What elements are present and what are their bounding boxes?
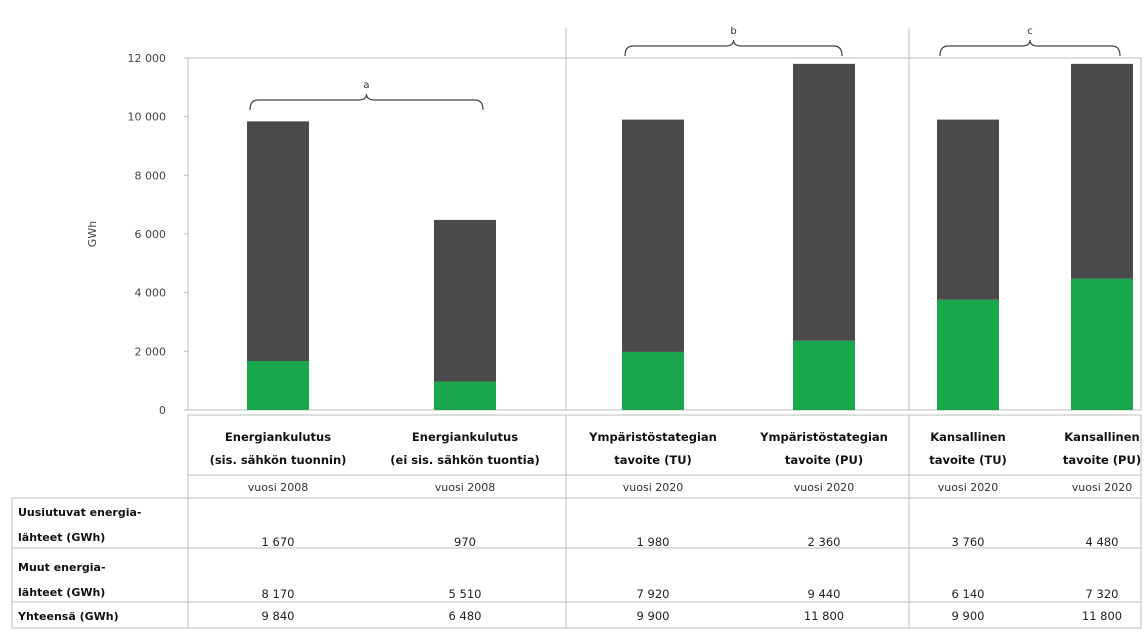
table-cell: 9 900 [637, 609, 670, 623]
bars [247, 63, 1133, 410]
table-cell: 3 760 [952, 535, 985, 549]
group-bracket [249, 93, 484, 111]
column-year: vuosi 2020 [794, 481, 855, 494]
data-table: Energiankulutus (sis. sähkön tuonnin) vuos… [11, 414, 1142, 629]
column-year: vuosi 2008 [248, 481, 309, 494]
bar-renewable [793, 340, 855, 410]
table-cell: 7 920 [637, 587, 670, 601]
table-cell: 6 480 [449, 609, 482, 623]
table-cell: 5 510 [449, 587, 482, 601]
table-cell: 8 170 [262, 587, 295, 601]
table-cell: 9 440 [808, 587, 841, 601]
table-cell: 2 360 [808, 535, 841, 549]
group-label: a [363, 80, 369, 91]
table-cell: 1 670 [262, 535, 295, 549]
bar-renewable [1071, 278, 1133, 410]
row-label: Muut energia- [18, 561, 106, 574]
column-header-line1: Kansallinen [1064, 430, 1139, 444]
bar-other [622, 119, 684, 352]
column-year: vuosi 2020 [1072, 481, 1133, 494]
column-header-line1: Ympäristöstategian [759, 430, 888, 444]
y-tick-label: 2 000 [135, 345, 167, 358]
bar-renewable [622, 351, 684, 410]
table-cell: 6 140 [952, 587, 985, 601]
bar-renewable [247, 361, 309, 410]
column-year: vuosi 2020 [623, 481, 684, 494]
table-cell: 9 900 [952, 609, 985, 623]
y-tick-label: 12 000 [128, 52, 167, 65]
y-axis: 0 2 000 4 000 6 000 8 000 10 000 12 000 GWh [86, 52, 188, 417]
y-tick-label: 10 000 [128, 111, 167, 124]
y-tick-label: 0 [159, 404, 166, 417]
bar-other [937, 119, 999, 300]
row-label: lähteet (GWh) [18, 586, 105, 599]
bar-renewable [937, 299, 999, 410]
table-cell: 4 480 [1086, 535, 1119, 549]
column-header-line1: Ympäristöstategian [588, 430, 717, 444]
y-axis-label: GWh [86, 221, 99, 247]
column-header-line1: Energiankulutus [225, 430, 331, 444]
row-label: Yhteensä (GWh) [17, 610, 119, 623]
column-header-line2: tavoite (PU) [1063, 453, 1141, 467]
column-header-line2: tavoite (TU) [614, 453, 692, 467]
row-label: Uusiutuvat energia- [18, 506, 142, 519]
group-brackets: a b c [249, 26, 1121, 111]
group-bracket [624, 39, 843, 57]
bar-other [247, 121, 309, 362]
table-cell: 9 840 [262, 609, 295, 623]
column-header-line2: tavoite (PU) [785, 453, 863, 467]
y-tick-label: 4 000 [135, 287, 167, 300]
group-label: b [730, 26, 736, 37]
y-tick-label: 6 000 [135, 228, 167, 241]
group-label: c [1027, 26, 1033, 37]
bar-other [793, 63, 855, 341]
column-header-line2: tavoite (TU) [929, 453, 1007, 467]
table-cell: 7 320 [1086, 587, 1119, 601]
table-cell: 11 800 [804, 609, 844, 623]
group-bracket [939, 39, 1121, 57]
column-year: vuosi 2008 [435, 481, 496, 494]
column-header-line2: (sis. sähkön tuonnin) [210, 453, 347, 467]
column-header-line2: (ei sis. sähkön tuontia) [390, 453, 539, 467]
bar-other [434, 219, 496, 382]
table-cell: 11 800 [1082, 609, 1122, 623]
column-header-line1: Energiankulutus [412, 430, 518, 444]
column-header-line1: Kansallinen [930, 430, 1005, 444]
column-year: vuosi 2020 [938, 481, 999, 494]
bar-renewable [434, 381, 496, 410]
y-tick-label: 8 000 [135, 169, 167, 182]
table-cell: 1 980 [637, 535, 670, 549]
bar-other [1071, 63, 1133, 279]
row-label: lähteet (GWh) [18, 531, 105, 544]
table-cell: 970 [454, 535, 476, 549]
